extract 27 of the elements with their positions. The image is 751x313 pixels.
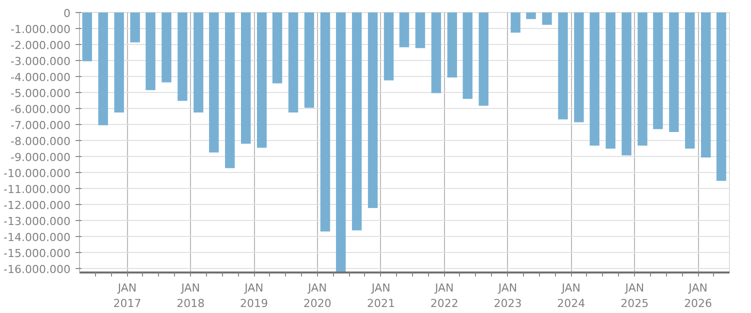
y-tick-label: 0 <box>64 7 70 20</box>
x-tick-label: JAN 2020 <box>303 282 332 310</box>
y-tick-label: -1.000.000 <box>10 23 70 36</box>
y-tick-label: -6.000.000 <box>10 103 70 116</box>
y-tick-label: -11.000.000 <box>4 183 70 196</box>
x-tick-label: JAN 2026 <box>684 282 712 310</box>
x-tick-label: JAN 2017 <box>113 282 142 310</box>
y-tick-label: -4.000.000 <box>10 71 70 84</box>
x-tick-label: JAN 2024 <box>557 282 586 310</box>
y-tick-label: -10.000.000 <box>4 167 70 180</box>
y-tick-label: -15.000.000 <box>4 247 70 260</box>
y-tick-label: -9.000.000 <box>10 151 70 164</box>
y-tick-label: -13.000.000 <box>4 215 70 228</box>
x-tick-label: JAN 2023 <box>494 282 522 310</box>
y-tick-label: -2.000.000 <box>10 39 70 52</box>
y-tick-label: -12.000.000 <box>4 199 70 212</box>
y-tick-label: -14.000.000 <box>4 231 70 244</box>
y-tick-label: -16.000.000 <box>4 263 70 276</box>
y-tick-label: -8.000.000 <box>10 135 70 148</box>
y-tick-label: -7.000.000 <box>10 119 70 132</box>
y-tick-label: -5.000.000 <box>10 87 70 100</box>
x-tick-label: JAN 2022 <box>430 282 458 310</box>
x-tick-label: JAN 2019 <box>240 282 268 310</box>
x-tick-label: JAN 2021 <box>366 282 395 310</box>
x-tick-label: JAN 2018 <box>176 282 205 310</box>
x-tick-label: JAN 2025 <box>620 282 649 310</box>
y-tick-label: -3.000.000 <box>10 55 70 68</box>
